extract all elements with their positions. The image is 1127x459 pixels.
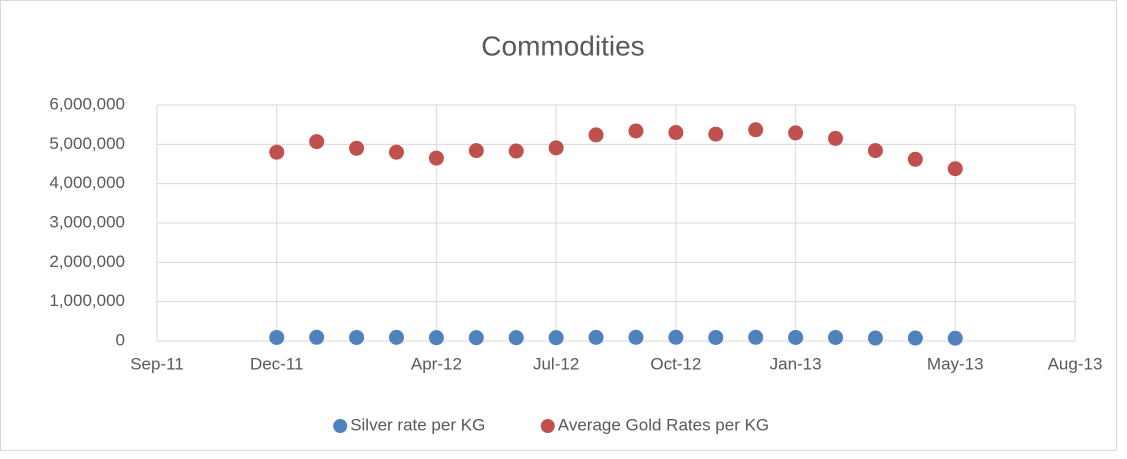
data-point: [867, 143, 883, 159]
y-tick-label: 6,000,000: [49, 94, 125, 113]
x-tick-label: Oct-12: [650, 354, 701, 373]
data-point: [588, 127, 604, 143]
chart-title: Commodities: [481, 30, 644, 61]
legend-label: Silver rate per KG: [350, 415, 485, 434]
data-point: [468, 330, 484, 346]
data-point: [947, 330, 963, 346]
data-point: [947, 161, 963, 177]
data-point: [788, 329, 804, 345]
legend-label: Average Gold Rates per KG: [558, 415, 769, 434]
data-point: [788, 125, 804, 141]
data-point: [508, 143, 524, 159]
y-tick-label: 4,000,000: [49, 173, 125, 192]
x-tick-label: Aug-13: [1048, 354, 1103, 373]
data-point: [867, 330, 883, 346]
data-point: [828, 130, 844, 146]
data-point: [708, 329, 724, 345]
x-tick-label: Dec-11: [250, 354, 304, 373]
data-point: [628, 329, 644, 345]
data-point: [548, 330, 564, 346]
x-tick-label: Apr-12: [411, 354, 462, 373]
data-point: [748, 329, 764, 345]
data-point: [428, 330, 444, 346]
data-point: [907, 151, 923, 167]
chart-border: [0, 0, 1117, 451]
data-point: [588, 329, 604, 345]
data-point: [708, 126, 724, 142]
data-point: [668, 329, 684, 345]
data-point: [668, 125, 684, 141]
x-tick-label: Jul-12: [533, 354, 579, 373]
data-point: [269, 329, 285, 345]
y-tick-label: 1,000,000: [49, 291, 125, 310]
data-point: [388, 144, 404, 160]
legend-marker: [333, 419, 348, 433]
data-point: [508, 330, 524, 346]
y-tick-label: 3,000,000: [49, 212, 125, 231]
y-tick-label: 2,000,000: [49, 252, 125, 271]
x-tick-label: Jan-13: [770, 354, 822, 373]
data-point: [628, 123, 644, 139]
data-point: [907, 330, 923, 346]
data-point: [748, 122, 764, 138]
data-point: [309, 134, 325, 150]
x-tick-label: Sep-11: [130, 354, 184, 373]
data-point: [388, 329, 404, 345]
y-tick-label: 5,000,000: [49, 134, 125, 153]
data-point: [828, 329, 844, 345]
data-point: [309, 329, 325, 345]
data-point: [349, 140, 365, 156]
data-point: [349, 329, 365, 345]
data-point: [468, 143, 484, 159]
legend-marker: [540, 419, 555, 433]
data-point: [548, 140, 564, 156]
data-point: [269, 144, 285, 160]
y-tick-label: 0: [116, 330, 125, 349]
data-point: [428, 150, 444, 166]
x-tick-label: May-13: [927, 354, 984, 373]
